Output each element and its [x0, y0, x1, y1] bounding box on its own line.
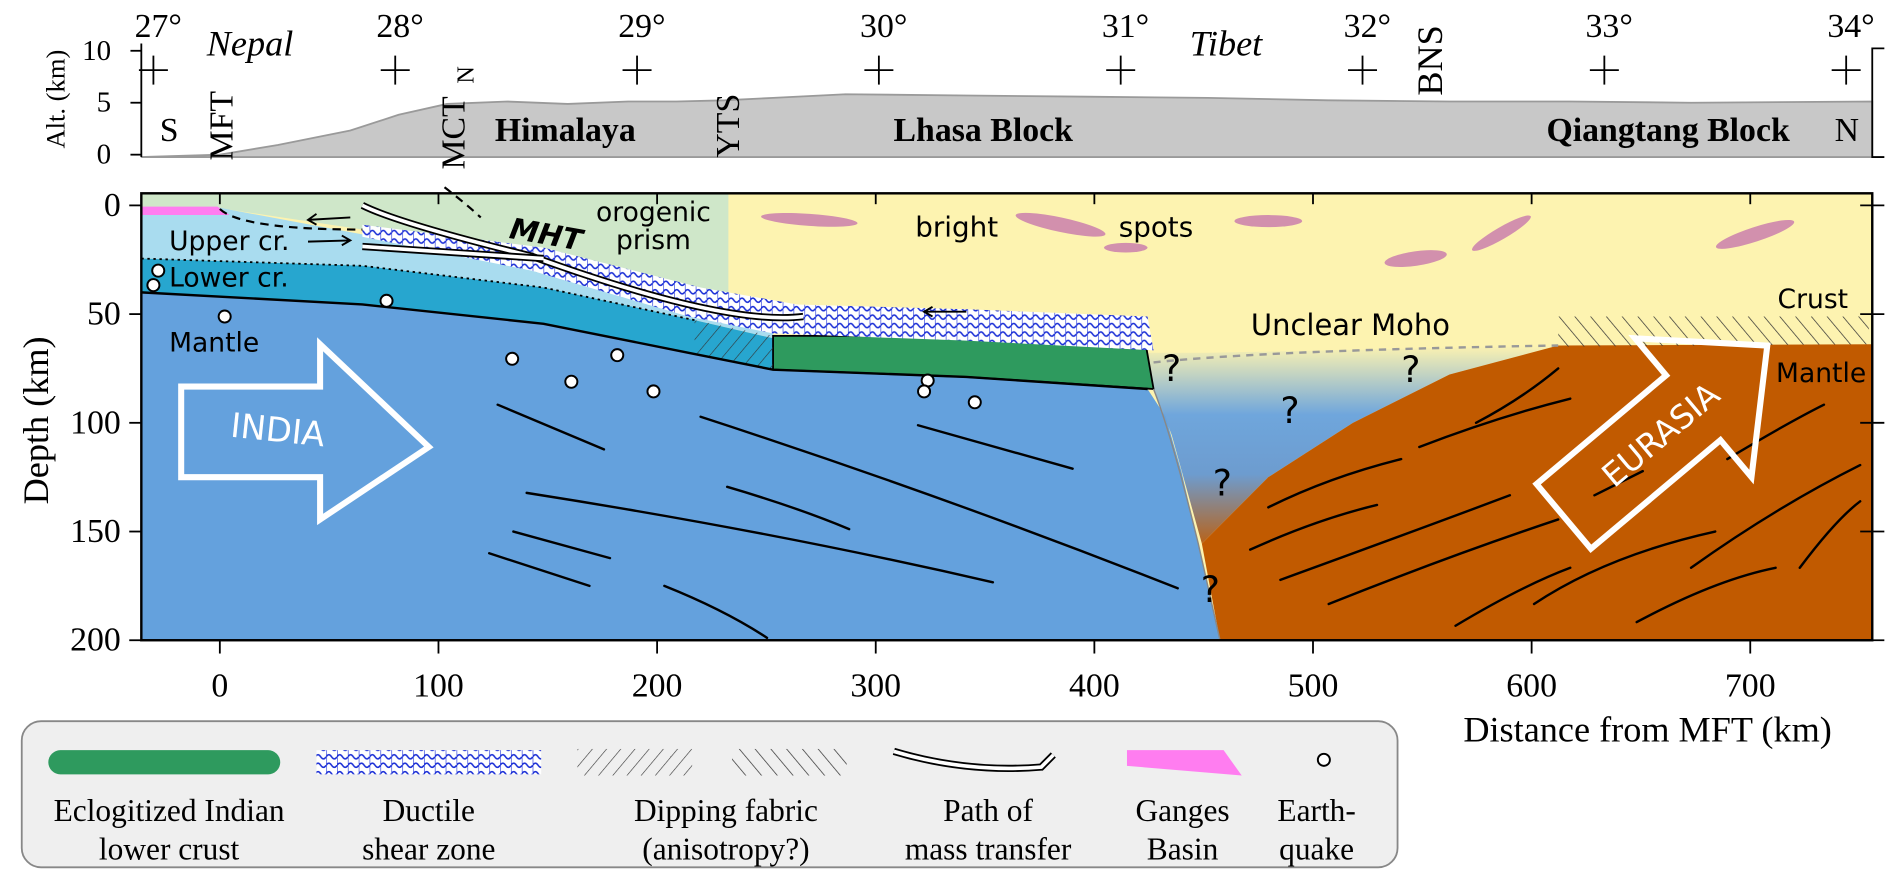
top-right-edge: [1872, 48, 1884, 157]
fault-subscript: N: [453, 66, 480, 83]
unknown-mark: ?: [1213, 462, 1232, 505]
longitude-label: 34°: [1827, 8, 1874, 45]
region-label: Lhasa Block: [894, 112, 1074, 149]
legend-label: quake: [1279, 832, 1354, 867]
mantle-label: Mantle: [1776, 358, 1866, 389]
distance-tick-label: 0: [211, 668, 228, 705]
unknown-mark: ?: [1401, 348, 1420, 391]
fault-label: MFT: [204, 91, 241, 161]
prism-label: prism: [616, 225, 691, 256]
depth-tick-label: 50: [87, 296, 121, 333]
legend-fabric-swatch: [732, 749, 847, 776]
unknown-mark: ?: [1201, 568, 1220, 611]
earthquake: [506, 353, 518, 365]
figure: Alt. (km) Nepal Tibet S N MFT MCT N YTS …: [0, 0, 1894, 871]
page: Himalaya–Tibet cross-section { "top_pane…: [0, 0, 1894, 871]
earthquake: [611, 349, 623, 361]
earthquake: [647, 385, 659, 397]
earthquake: [152, 265, 164, 277]
longitude-label: 32°: [1344, 8, 1391, 45]
bright-label: bright: [915, 211, 998, 244]
earthquake: [565, 376, 577, 388]
mantle-label: Mantle: [169, 328, 259, 359]
distance-tick-label: 500: [1288, 668, 1339, 705]
longitude-label: 28°: [376, 8, 423, 45]
distance-tick-label: 600: [1506, 668, 1557, 705]
alt-tick-label: 5: [97, 87, 111, 119]
fault-label: BNS: [1410, 25, 1450, 95]
distance-tick-label: 400: [1069, 668, 1120, 705]
distance-tick-label: 300: [850, 668, 901, 705]
legend-shear-swatch: [316, 750, 541, 774]
country-label: Tibet: [1190, 24, 1263, 64]
legend-label: Ganges: [1135, 793, 1229, 828]
legend-quake-swatch: [1318, 754, 1330, 766]
unknown-mark: ?: [1162, 347, 1181, 390]
legend-label: shear zone: [362, 832, 495, 867]
legend-label: mass transfer: [905, 832, 1072, 867]
distance-tick-label: 700: [1725, 668, 1776, 705]
north-label: N: [1835, 112, 1859, 149]
body: Alt. (km) Nepal Tibet S N MFT MCT N YTS …: [0, 0, 1894, 871]
alt-tick-label: 10: [82, 35, 111, 67]
depth-tick-label: 0: [104, 187, 121, 224]
earthquake: [147, 279, 159, 291]
earthquake: [969, 396, 981, 408]
bright-spot: [1104, 243, 1147, 253]
legend-label: Earth-: [1277, 793, 1355, 828]
earthquake: [918, 385, 930, 397]
longitude-label: 33°: [1586, 8, 1633, 45]
lower-crust-label: Lower cr.: [169, 262, 289, 293]
unknown-mark: ?: [1280, 389, 1299, 432]
moho-label: Unclear Moho: [1251, 308, 1450, 342]
distance-tick-label: 100: [413, 668, 464, 705]
south-label: S: [160, 112, 179, 149]
legend-label: lower crust: [99, 832, 240, 867]
country-label: Nepal: [206, 24, 294, 64]
distance-tick-label: 200: [632, 668, 683, 705]
longitude-label: 27°: [135, 8, 182, 45]
legend-label: Path of: [943, 793, 1033, 828]
legend-label: (anisotropy?): [642, 832, 809, 867]
depth-tick-label: 150: [70, 513, 121, 550]
ganges-basin: [141, 207, 229, 215]
alt-tick-label: 0: [97, 139, 111, 171]
earthquake: [380, 295, 392, 307]
region-label: Qiangtang Block: [1546, 112, 1790, 149]
upper-crust-label: Upper cr.: [169, 226, 289, 257]
region-label: Himalaya: [495, 112, 636, 149]
depth-axis-label: Depth (km): [16, 336, 56, 504]
depth-tick-label: 100: [70, 404, 121, 441]
fault-label: MCT: [436, 96, 473, 170]
earthquake: [219, 310, 231, 322]
bright-spot: [1234, 215, 1302, 227]
alt-axis-label: Alt. (km): [41, 50, 71, 149]
prism-label: orogenic: [596, 197, 711, 228]
legend-label: Ductile: [383, 793, 475, 828]
longitude-label: 29°: [618, 8, 665, 45]
depth-tick-label: 200: [70, 622, 121, 659]
distance-axis-label: Distance from MFT (km): [1463, 710, 1832, 750]
longitude-label: 31°: [1102, 8, 1149, 45]
crust-label: Crust: [1778, 284, 1849, 315]
legend-label: Eclogitized Indian: [54, 793, 285, 828]
legend-fabric-swatch: [577, 749, 692, 776]
legend-label: Basin: [1147, 832, 1219, 867]
legend-eclogite-swatch: [48, 750, 280, 774]
fault-label: YTS: [710, 94, 747, 158]
longitude-label: 30°: [860, 8, 907, 45]
legend-label: Dipping fabric: [634, 793, 818, 828]
spots-label: spots: [1119, 211, 1193, 244]
